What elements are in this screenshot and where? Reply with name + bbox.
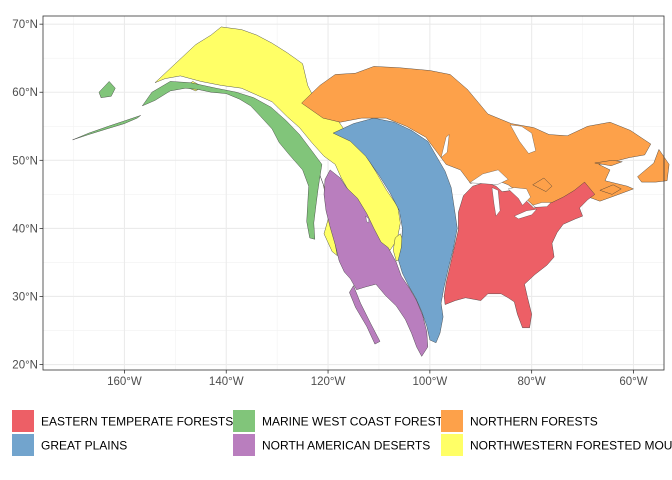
y-tick-label: 50°N [12, 155, 38, 167]
y-tick-label: 30°N [12, 291, 38, 303]
legend-swatch [12, 434, 34, 456]
legend-item-nwmount: NORTHWESTERN FORESTED MOUNTAINS [441, 434, 672, 456]
region-deserts-part [349, 285, 381, 345]
ecoregions [72, 26, 670, 357]
legend-swatch [233, 434, 255, 456]
region-northern-part [594, 160, 623, 166]
legend-swatch [233, 410, 255, 432]
lake-shape [365, 215, 369, 224]
y-tick-label: 70°N [12, 19, 38, 31]
legend-item-marine: MARINE WEST COAST FOREST [233, 410, 444, 432]
legend-swatch [12, 410, 34, 432]
y-tick-label: 40°N [12, 223, 38, 235]
lake-shape [440, 134, 450, 159]
region-nwmount-part [154, 26, 401, 251]
region-deserts-part [323, 169, 428, 357]
region-plains [332, 117, 458, 343]
legend-item-eastern: EASTERN TEMPERATE FORESTS [12, 410, 233, 432]
x-tick-label: 80°W [518, 376, 546, 388]
axes: 160°W 140°W 120°W 100°W 80°W 60°W 20°N 30°N 40°N… [12, 19, 647, 388]
legend: EASTERN TEMPERATE FORESTS MARINE WEST COA… [12, 410, 672, 456]
legend-label: EASTERN TEMPERATE FORESTS [41, 415, 233, 429]
water-bodies [365, 124, 552, 224]
legend-label: NORTH AMERICAN DESERTS [262, 439, 430, 453]
lake-shape [491, 187, 501, 217]
region-plains-part [332, 117, 458, 343]
region-deserts [323, 169, 428, 357]
lake-shape [469, 169, 509, 185]
region-marine-part [142, 81, 323, 240]
y-tick-label: 20°N [12, 360, 38, 372]
region-marine [72, 81, 323, 240]
legend-label: MARINE WEST COAST FOREST [262, 415, 444, 429]
region-northern [301, 66, 670, 207]
x-tick-label: 60°W [619, 376, 647, 388]
panel-border [42, 15, 665, 371]
legend-swatch [441, 410, 463, 432]
legend-item-plains: GREAT PLAINS [12, 434, 127, 456]
lake-shape [510, 124, 536, 154]
y-tick-label: 60°N [12, 87, 38, 99]
lake-shape [507, 187, 531, 206]
x-tick-label: 120°W [311, 376, 346, 388]
legend-label: NORTHERN FORESTS [470, 415, 598, 429]
x-tick-label: 140°W [209, 376, 244, 388]
legend-label: GREAT PLAINS [41, 439, 127, 453]
legend-label: NORTHWESTERN FORESTED MOUNTAINS [470, 439, 672, 453]
region-northern-part [637, 149, 670, 183]
region-northern-part [599, 184, 622, 195]
region-northern-part [532, 177, 553, 192]
lake-shape [532, 202, 552, 208]
region-marine-part [98, 81, 116, 98]
x-tick-label: 100°W [413, 376, 448, 388]
lake-shape [513, 209, 538, 220]
legend-item-deserts: NORTH AMERICAN DESERTS [233, 434, 430, 456]
legend-swatch [441, 434, 463, 456]
region-eastern [443, 181, 595, 328]
x-tick-label: 160°W [107, 376, 142, 388]
region-eastern-part [443, 181, 595, 328]
legend-item-northern: NORTHERN FORESTS [441, 410, 598, 432]
region-northern-part [301, 66, 651, 207]
region-marine-part [72, 115, 141, 141]
